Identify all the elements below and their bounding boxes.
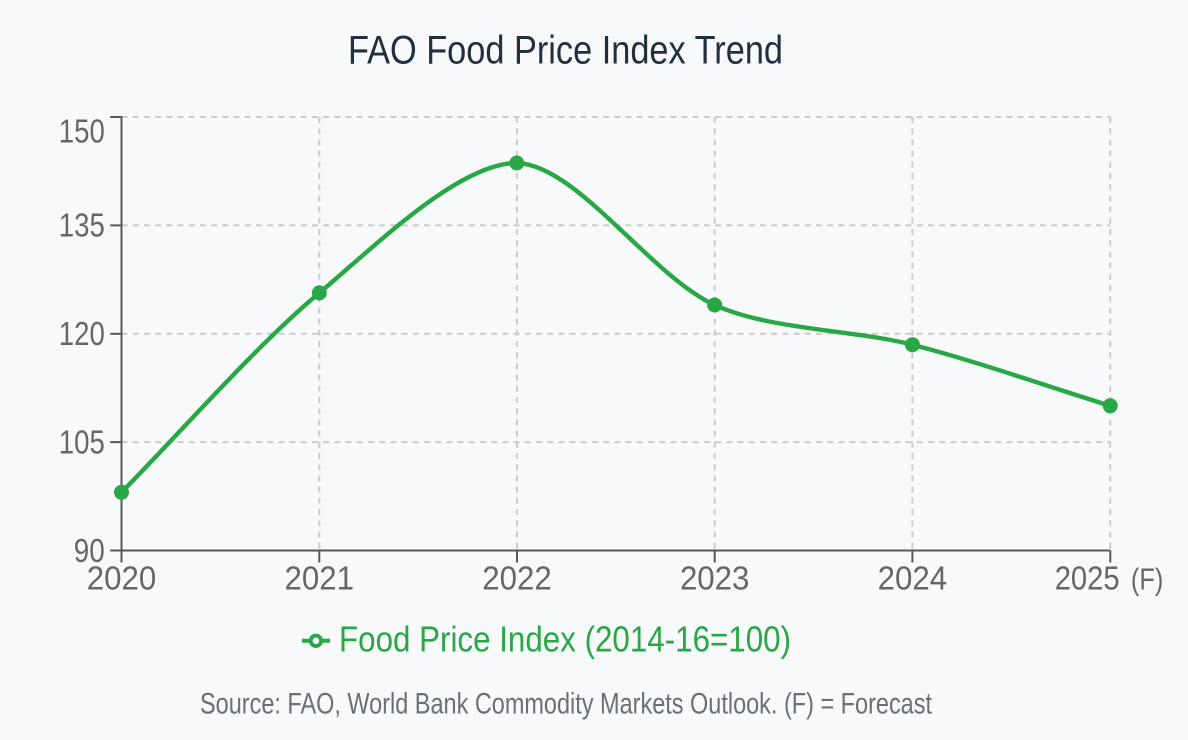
svg-text:2023: 2023 [680,560,750,597]
svg-text:(F): (F) [1131,562,1163,597]
svg-text:90: 90 [74,532,105,569]
svg-text:2020: 2020 [87,560,157,597]
svg-text:2022: 2022 [482,560,552,597]
svg-text:135: 135 [59,207,105,244]
svg-text:2024: 2024 [878,560,948,597]
svg-text:Food Price Index (2014-16=100): Food Price Index (2014-16=100) [339,619,791,660]
svg-text:150: 150 [59,113,105,150]
svg-text:FAO Food Price Index Trend: FAO Food Price Index Trend [348,29,783,73]
svg-text:2021: 2021 [285,560,355,597]
svg-text:2025: 2025 [1055,560,1120,597]
svg-text:120: 120 [59,315,105,352]
svg-text:105: 105 [59,424,105,461]
svg-text:Source: FAO, World Bank Commod: Source: FAO, World Bank Commodity Market… [200,688,933,721]
